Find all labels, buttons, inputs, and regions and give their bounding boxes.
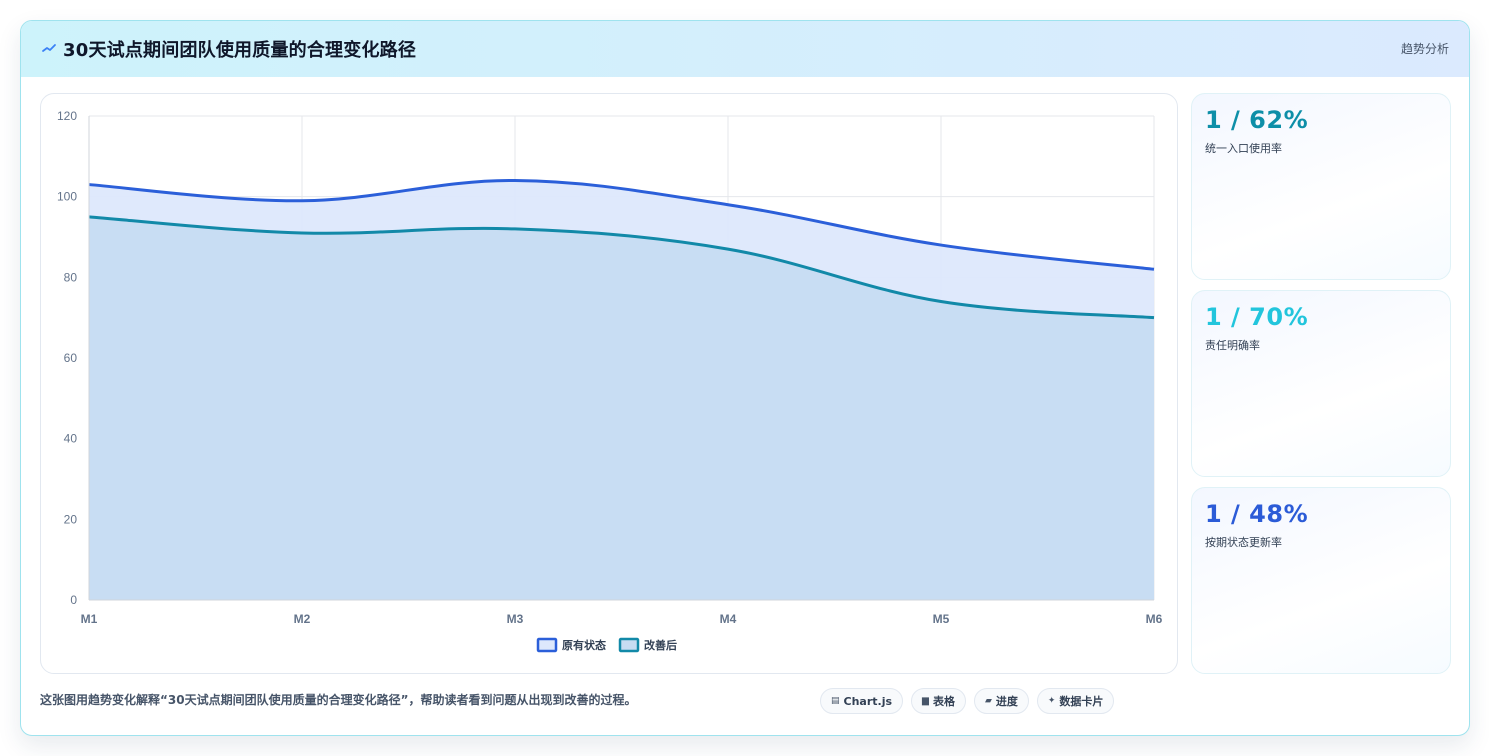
area-improved [89,216,1154,600]
y-tick-label: 0 [70,593,77,607]
x-tick-label: M4 [720,612,737,626]
y-tick-label: 60 [64,351,78,365]
legend-label: 原有状态 [562,638,606,652]
x-tick-label: M6 [1146,612,1163,626]
chip-progress[interactable]: ▰ 进度 [973,688,1029,714]
y-tick-label: 20 [64,512,78,526]
kpi-label: 统一入口使用率 [1205,142,1282,155]
trend-icon [42,44,56,52]
kpi-value: 1 / 70% [1205,303,1309,331]
chip-chartjs[interactable]: ▤ Chart.js [820,688,904,714]
chart-icon: ▤ [831,696,840,706]
chip-label: 进度 [995,695,1018,708]
kpi-card-status-update: 1 / 48% 按期状态更新率 [1191,487,1451,674]
chip-table[interactable]: ▆ 表格 [911,688,966,714]
legend-label: 改善后 [644,638,677,652]
y-tick-label: 40 [64,432,78,446]
chip-data-card[interactable]: ✦ 数据卡片 [1036,688,1115,714]
header-tag: 趋势分析 [1400,42,1449,56]
report-card: 30天试点期间团队使用质量的合理变化路径 趋势分析 0 20 40 60 80 100 12… [20,20,1470,736]
y-tick-label: 120 [57,109,77,123]
kpi-card-responsibility: 1 / 70% 责任明确率 [1191,290,1451,477]
chart-panel: 0 20 40 60 80 100 120 M1 M2 M3 M4 M5 M6 原有状态 改善后 [40,93,1178,674]
sparkle-icon: ✦ [1047,696,1056,706]
x-tick-label: M5 [933,612,950,626]
y-tick-label: 100 [57,190,77,204]
line-original [88,179,1155,271]
tech-chips: ▤ Chart.js ▆ 表格 ▰ 进度 ✦ 数据卡片 [820,688,1115,714]
y-tick-label: 80 [64,270,78,284]
legend-swatch [618,637,640,653]
x-tick-label: M2 [294,612,311,626]
x-tick-label: M3 [507,612,524,626]
chip-label: Chart.js [843,694,893,708]
kpi-label: 责任明确率 [1205,339,1260,352]
chart-caption: 这张图用趋势变化解释“30天试点期间团队使用质量的合理变化路径”，帮助读者看到问… [40,693,637,707]
chip-label: 数据卡片 [1059,695,1104,708]
page-title: 30天试点期间团队使用质量的合理变化路径 [63,40,417,61]
chip-label: 表格 [932,695,955,708]
x-tick-label: M1 [81,612,98,626]
progress-icon: ▰ [984,696,992,706]
kpi-card-unified-entry: 1 / 62% 统一入口使用率 [1191,93,1451,280]
area-chart: 0 20 40 60 80 100 120 M1 M2 M3 M4 M5 M6 原有状态 改善后 [57,109,1163,653]
kpi-value: 1 / 62% [1205,106,1309,134]
table-icon: ▆ [922,696,929,706]
kpi-value: 1 / 48% [1205,500,1309,528]
card-header: 30天试点期间团队使用质量的合理变化路径 趋势分析 [21,21,1469,77]
legend-swatch [536,637,558,653]
kpi-label: 按期状态更新率 [1205,536,1282,549]
line-improved [88,215,1155,320]
